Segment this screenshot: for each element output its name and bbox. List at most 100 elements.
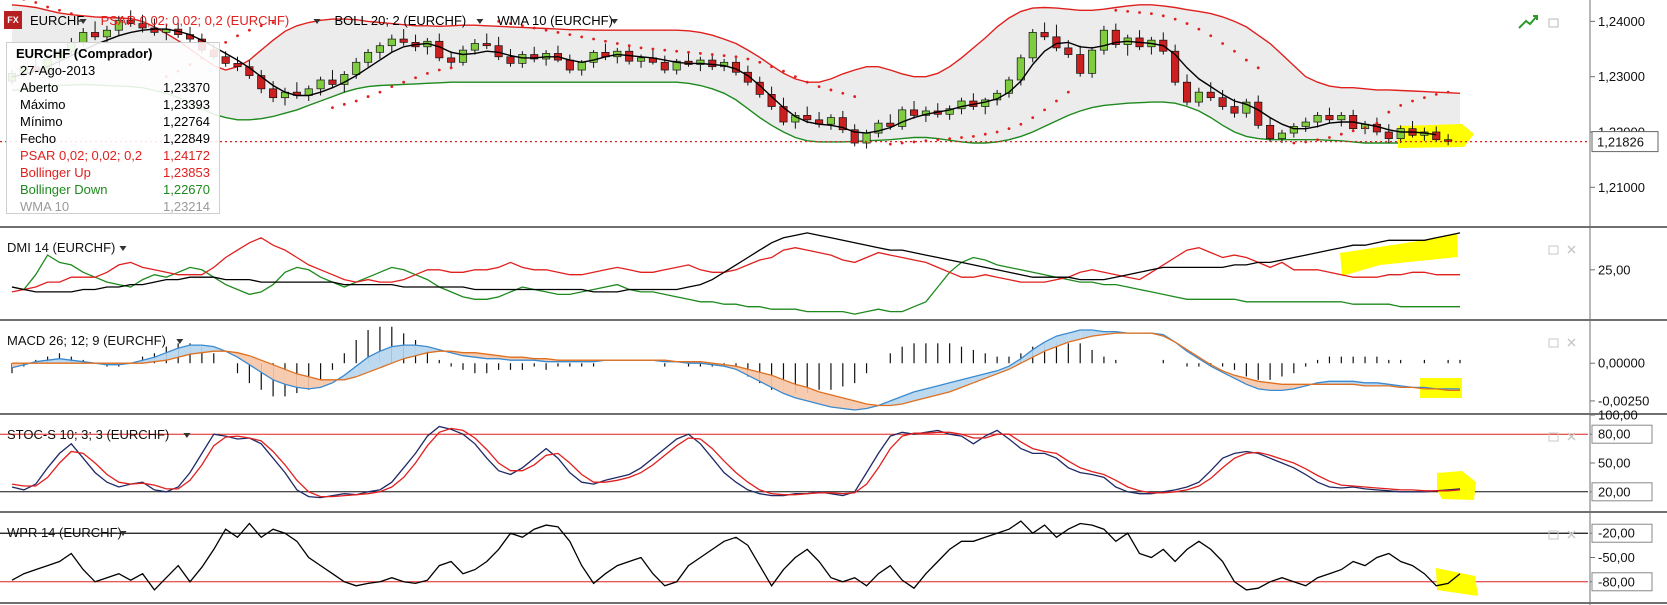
- info-row: Máximo 1,23393: [7, 96, 219, 113]
- info-label: WMA 10: [20, 199, 70, 214]
- chevron-down-icon[interactable]: [119, 531, 127, 536]
- macd-fill: [997, 366, 1009, 374]
- chevron-down-icon[interactable]: [610, 19, 618, 24]
- candle: [1052, 36, 1061, 49]
- psar-dot: [1209, 34, 1213, 38]
- psar-dot: [948, 137, 952, 141]
- psar-dot: [1019, 122, 1023, 126]
- tick-highlight-box: [1591, 572, 1653, 592]
- psar-dot: [1055, 99, 1058, 103]
- candle: [233, 63, 242, 68]
- psar-dot: [841, 91, 845, 95]
- restore-icon[interactable]: [1548, 432, 1559, 442]
- psar-dot: [1173, 17, 1177, 21]
- candle: [114, 19, 123, 31]
- last-price-label: 1,21826: [1597, 135, 1644, 150]
- candle: [506, 56, 515, 64]
- last-price-box: [1591, 131, 1659, 153]
- tick-highlight-box: [1591, 523, 1653, 543]
- psar-dot: [532, 26, 536, 30]
- panel-1-background: [0, 228, 1588, 319]
- macd-fill: [379, 346, 392, 368]
- psar-dot: [1031, 116, 1035, 119]
- psar-dot: [829, 88, 833, 92]
- psar-dot: [259, 24, 263, 28]
- candle: [328, 79, 337, 85]
- candle: [447, 57, 456, 63]
- signal-line: [12, 332, 1460, 407]
- info-value: 1,22670: [163, 182, 210, 197]
- candle: [898, 109, 907, 127]
- close-icon[interactable]: [1567, 245, 1576, 254]
- psar-dot: [639, 46, 643, 50]
- psar-dot: [912, 140, 916, 144]
- psar-dot: [1411, 99, 1414, 103]
- bollinger-lower-line: [11, 81, 1461, 144]
- restore-icon[interactable]: [1548, 245, 1559, 255]
- y-tick-label: 100,00: [1598, 408, 1638, 423]
- candle: [1444, 139, 1453, 142]
- psar-dot: [1375, 121, 1379, 125]
- info-value: 1,23370: [163, 80, 210, 95]
- macd-fill: [1353, 381, 1366, 386]
- candle: [257, 75, 266, 90]
- candle: [826, 117, 835, 125]
- y-tick-label: 1,24000: [1598, 14, 1645, 29]
- chevron-down-icon[interactable]: [476, 19, 484, 24]
- candle: [1325, 115, 1334, 121]
- chevron-down-icon[interactable]: [79, 19, 87, 24]
- candle: [660, 61, 669, 71]
- macd-fill: [1020, 349, 1033, 364]
- info-label: Bollinger Up: [20, 165, 91, 180]
- y-tick-label: 20,00: [1598, 484, 1631, 499]
- psar-dot: [366, 95, 370, 98]
- macd-fill: [1258, 381, 1271, 391]
- panel-title: DMI 14 (EURCHF): [7, 240, 115, 255]
- wpr-line: [11, 520, 1461, 591]
- close-icon[interactable]: [1567, 530, 1576, 539]
- restore-icon[interactable]: [1548, 530, 1559, 540]
- restore-icon[interactable]: [1548, 18, 1559, 28]
- candle: [91, 32, 100, 38]
- panel-2-background: [0, 321, 1588, 413]
- psar-dot: [1434, 92, 1438, 96]
- psar-dot: [1339, 132, 1343, 136]
- stochastic-line: [11, 427, 1461, 498]
- macd-fill: [795, 384, 808, 401]
- psar-dot: [556, 31, 560, 34]
- chevron-down-icon[interactable]: [313, 19, 321, 24]
- candle: [1099, 29, 1108, 51]
- close-icon[interactable]: [1567, 338, 1576, 347]
- info-value: 1,22849: [163, 131, 210, 146]
- fx-symbol-icon: FX: [4, 11, 22, 29]
- macd-fill: [759, 372, 772, 388]
- info-row: Bollinger Down 1,22670: [7, 181, 219, 198]
- psar-dot: [710, 53, 714, 56]
- candle: [364, 51, 373, 63]
- macd-fill: [1365, 382, 1377, 386]
- close-icon[interactable]: [1567, 432, 1576, 441]
- chevron-down-icon[interactable]: [183, 433, 191, 438]
- macd-fill: [819, 391, 831, 407]
- psar-dot: [687, 50, 690, 54]
- macd-fill: [902, 391, 915, 404]
- psar-dot: [1150, 12, 1153, 16]
- psar-dot: [1351, 129, 1355, 133]
- restore-icon[interactable]: [1548, 338, 1559, 348]
- candle: [672, 60, 681, 71]
- candle: [352, 61, 361, 75]
- chevron-down-icon[interactable]: [119, 246, 127, 251]
- info-row: PSAR 0,02; 0,02; 0,2 1,24172: [7, 147, 219, 164]
- macd-fill: [1080, 330, 1093, 340]
- chevron-down-icon[interactable]: [176, 339, 184, 344]
- psar-dot: [1363, 126, 1367, 129]
- candle: [494, 45, 503, 58]
- candle: [316, 79, 325, 90]
- info-label: Fecho: [20, 131, 57, 146]
- candle: [435, 40, 444, 59]
- psar-dot: [509, 22, 512, 25]
- psar-dot: [1233, 49, 1236, 53]
- candle: [1242, 101, 1251, 114]
- psar-dot: [971, 135, 975, 138]
